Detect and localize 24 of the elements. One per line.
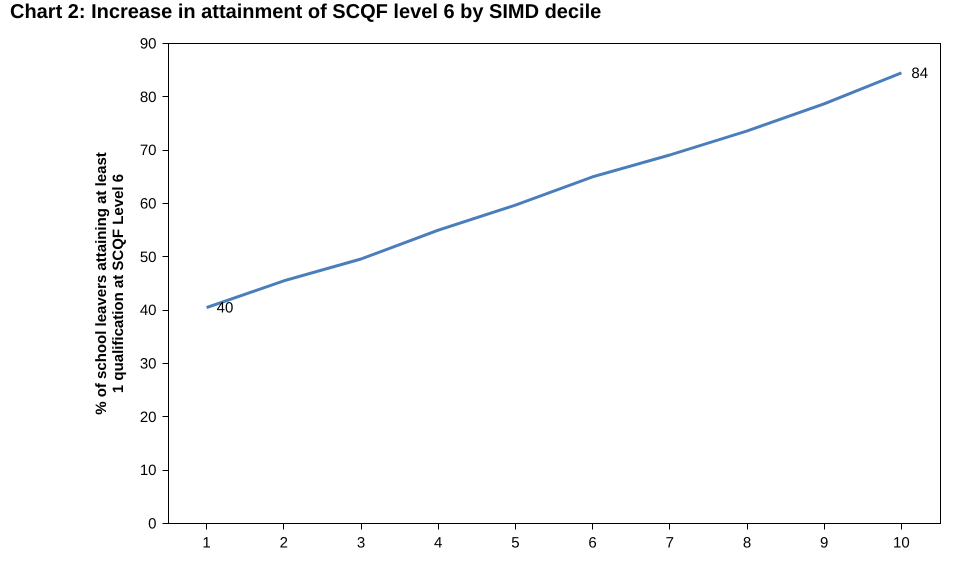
x-tick-label: 9 bbox=[820, 534, 828, 552]
x-tick-label: 2 bbox=[280, 534, 288, 552]
y-tick-label: 20 bbox=[140, 408, 156, 426]
y-tick-label: 0 bbox=[148, 516, 156, 532]
x-tick-label: 7 bbox=[666, 534, 674, 552]
x-tick-label: 6 bbox=[588, 534, 597, 552]
y-tick-label: 70 bbox=[140, 142, 156, 160]
chart-title: Chart 2: Increase in attainment of SCQF level 6 by SIMD decile bbox=[10, 1, 602, 23]
y-tick-label: 40 bbox=[140, 302, 156, 320]
x-tick-label: 1 bbox=[202, 534, 211, 552]
y-tick-label: 10 bbox=[140, 462, 156, 480]
y-axis-title: % of school leavers attaining at least 1 qualification at SCQF Level 6 bbox=[92, 152, 127, 415]
data-label: 40 bbox=[216, 300, 234, 317]
y-tick-label: 80 bbox=[140, 88, 156, 106]
x-tick-label: 5 bbox=[511, 534, 520, 552]
x-tick-label: 4 bbox=[434, 534, 442, 552]
x-tick-label: 8 bbox=[742, 534, 752, 552]
data-label: 84 bbox=[911, 64, 928, 82]
y-tick-label: 60 bbox=[140, 196, 156, 212]
x-tick-label: 3 bbox=[356, 534, 366, 552]
y-tick-label: 50 bbox=[140, 248, 156, 266]
x-tick-label: 10 bbox=[893, 534, 910, 552]
y-tick-label: 30 bbox=[140, 356, 156, 372]
y-tick-label: 90 bbox=[140, 36, 156, 52]
